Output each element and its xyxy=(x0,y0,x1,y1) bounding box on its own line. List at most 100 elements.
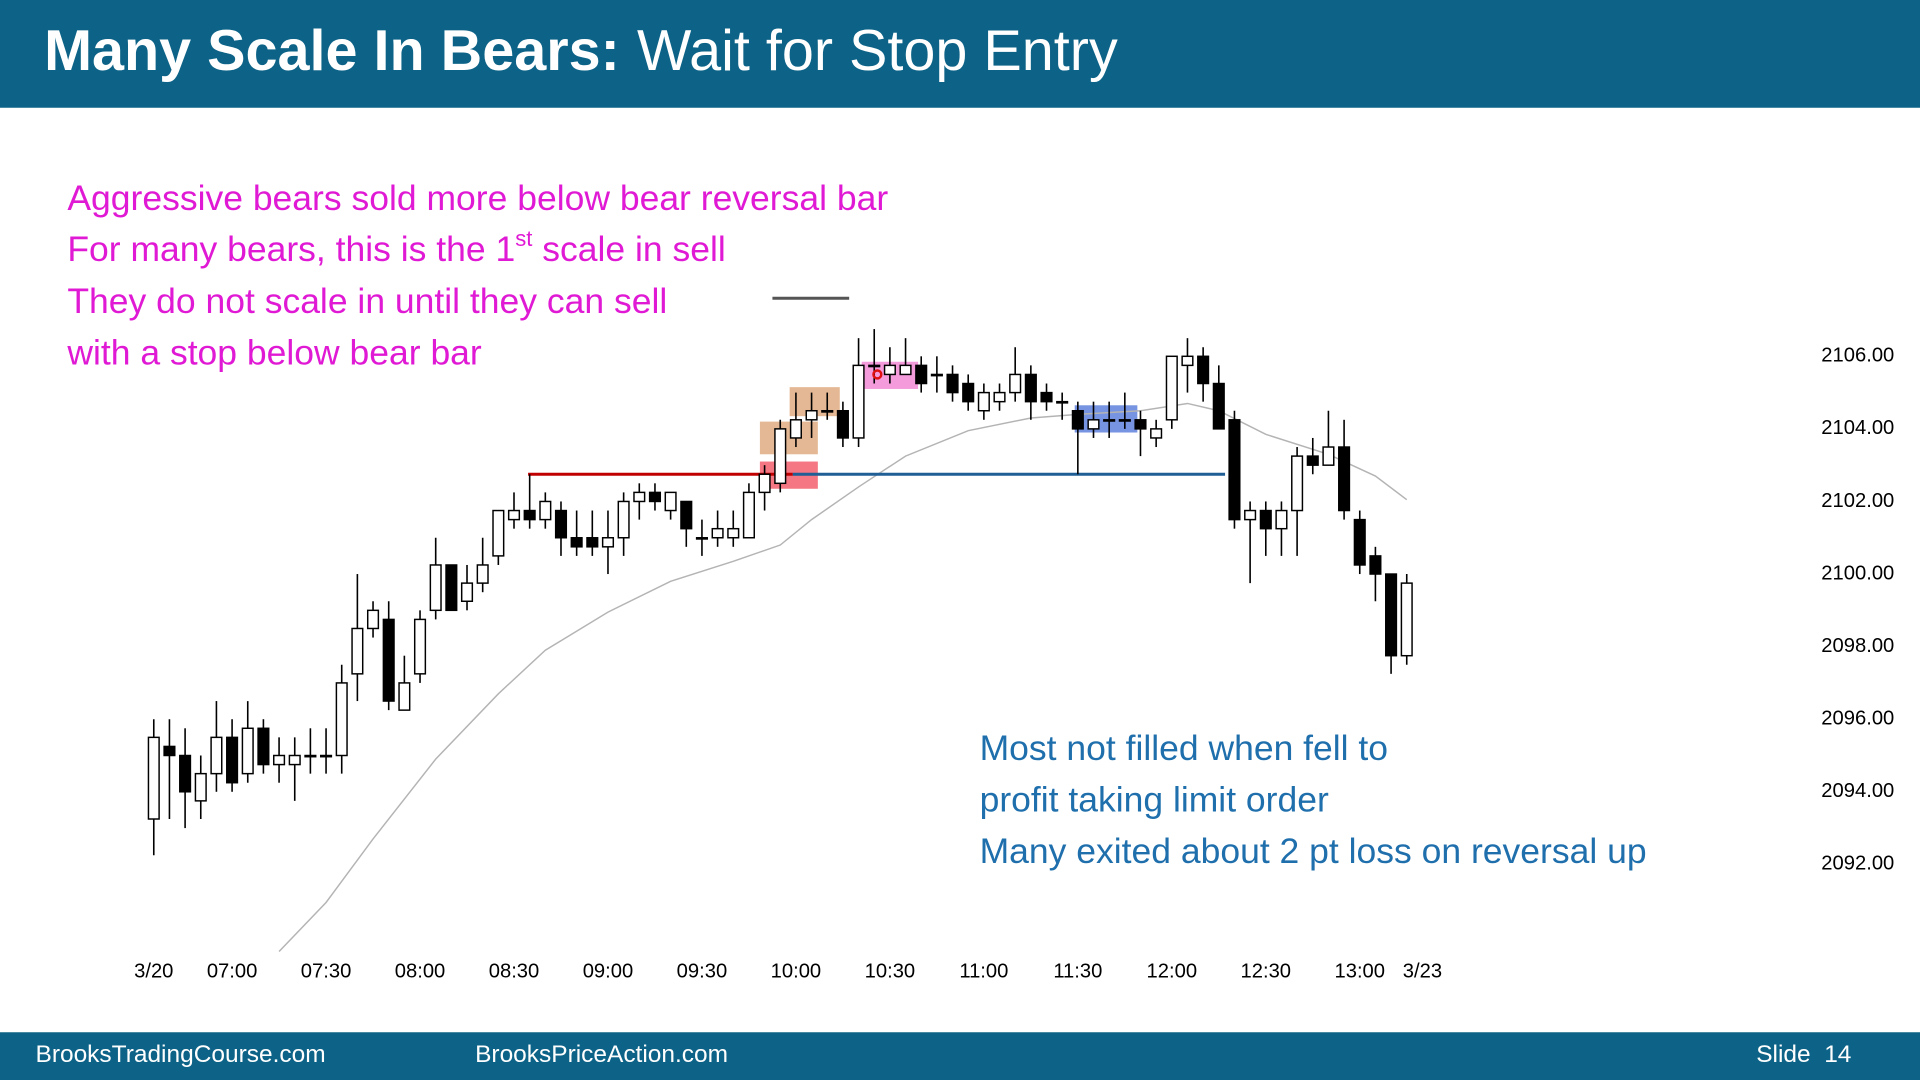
note-sup: st xyxy=(515,226,532,251)
candle-body xyxy=(539,500,552,521)
candle-body xyxy=(1385,573,1398,657)
candle-body xyxy=(758,473,771,494)
title-bar xyxy=(0,0,1920,108)
candle-body xyxy=(1322,446,1335,466)
candle-body xyxy=(883,364,896,376)
candle-body xyxy=(868,364,881,368)
candle-body xyxy=(1165,355,1178,421)
x-tick-label: 08:00 xyxy=(395,961,446,983)
candle-body xyxy=(1103,419,1116,422)
candle-body xyxy=(304,754,317,758)
candle-body xyxy=(601,537,615,548)
title-rest: Wait for Stop Entry xyxy=(637,19,1118,83)
candle-body xyxy=(1197,355,1210,385)
candle-body xyxy=(241,727,254,775)
candle-body xyxy=(507,509,521,521)
candle-body xyxy=(194,772,207,802)
candle-body xyxy=(554,509,568,539)
candle-body xyxy=(993,391,1006,403)
x-tick-label: 12:30 xyxy=(1241,961,1292,983)
y-tick-label: 2102.00 xyxy=(1821,490,1894,512)
candle-body xyxy=(1181,355,1194,367)
candle-body xyxy=(711,527,724,539)
candle-body xyxy=(398,682,411,711)
candle-body xyxy=(445,564,458,612)
candle-body xyxy=(476,564,489,584)
x-tick-label: 11:00 xyxy=(959,961,1008,983)
candle-body xyxy=(774,428,787,485)
candle-body xyxy=(1087,419,1100,430)
candle-body xyxy=(492,509,505,557)
candle-body xyxy=(523,509,536,521)
candle-body xyxy=(821,409,834,413)
marker xyxy=(872,369,883,380)
candle-body xyxy=(1212,382,1225,430)
x-tick-label: 12:00 xyxy=(1147,961,1198,983)
candle-body xyxy=(1369,555,1382,575)
candle-body xyxy=(366,609,380,630)
candle-body xyxy=(413,618,427,675)
candle-body xyxy=(664,491,677,512)
y-tick-label: 2098.00 xyxy=(1821,635,1894,657)
x-tick-label: 08:30 xyxy=(489,961,540,983)
footer-middle: BrooksPriceAction.com xyxy=(475,1041,728,1068)
y-tick-label: 2100.00 xyxy=(1821,562,1894,584)
note-line: Aggressive bears sold more below bear re… xyxy=(67,178,888,218)
highlight-box xyxy=(759,421,818,455)
candle-body xyxy=(1338,446,1351,512)
candle-body xyxy=(648,491,662,503)
candle-body xyxy=(1275,509,1288,530)
title-bold: Many Scale In Bears: xyxy=(44,19,620,83)
y-tick-label: 2094.00 xyxy=(1821,780,1894,802)
x-tick-label: 10:00 xyxy=(771,961,822,983)
y-tick-label: 2092.00 xyxy=(1821,853,1894,875)
candle-body xyxy=(163,745,176,757)
candle-body xyxy=(915,364,928,385)
candle-body xyxy=(1024,373,1037,403)
notes-bottom: Most not filled when fell to profit taki… xyxy=(980,728,1647,871)
x-tick-label: 10:30 xyxy=(865,961,916,983)
candle-body xyxy=(179,754,192,793)
candle-body xyxy=(1009,373,1022,394)
candle-body xyxy=(899,364,912,376)
candle-body xyxy=(210,736,223,775)
x-tick-label: 3/20 xyxy=(134,961,173,983)
candle-body xyxy=(852,364,865,439)
note-line: profit taking limit order xyxy=(980,779,1329,819)
footer-left: BrooksTradingCourse.com xyxy=(36,1041,326,1068)
candle-body xyxy=(1071,409,1084,430)
candle-body xyxy=(977,391,990,412)
note-line: They do not scale in until they can sell xyxy=(67,281,667,321)
candle-body xyxy=(1244,509,1257,521)
candle-body xyxy=(617,500,630,539)
candle-body xyxy=(288,754,301,766)
candle-body xyxy=(586,537,599,548)
note-line: Most not filled when fell to xyxy=(980,728,1388,768)
x-tick-label: 07:00 xyxy=(207,961,258,983)
y-tick-label: 2106.00 xyxy=(1821,345,1894,367)
candle-body xyxy=(1353,518,1366,566)
candle-body xyxy=(335,682,348,757)
candle-body xyxy=(1134,419,1147,430)
y-tick-label: 2096.00 xyxy=(1821,708,1894,730)
candle-body xyxy=(946,373,959,394)
candle-body xyxy=(147,736,160,820)
candle-body xyxy=(789,419,802,439)
chart: 2092.00 2094.00 2096.00 2098.00 2100.00 2102.… xyxy=(134,296,1894,983)
candle-body xyxy=(1306,455,1319,466)
candle-body xyxy=(695,537,709,540)
candle-body xyxy=(742,491,755,539)
candle-body xyxy=(836,409,849,439)
y-tick-label: 2104.00 xyxy=(1821,417,1894,439)
note-line: with a stop below bear bar xyxy=(66,332,482,372)
x-tick-label: 09:30 xyxy=(677,961,728,983)
candle-body xyxy=(319,754,333,758)
x-tick-label: 13:00 xyxy=(1334,961,1385,983)
candle-body xyxy=(273,754,286,766)
x-tick-label: 07:30 xyxy=(301,961,352,983)
candle-body xyxy=(1291,455,1304,512)
footer-right: Slide 14 xyxy=(1756,1041,1851,1068)
x-tick-label: 3/23 xyxy=(1403,961,1442,983)
candle-body xyxy=(930,373,943,377)
